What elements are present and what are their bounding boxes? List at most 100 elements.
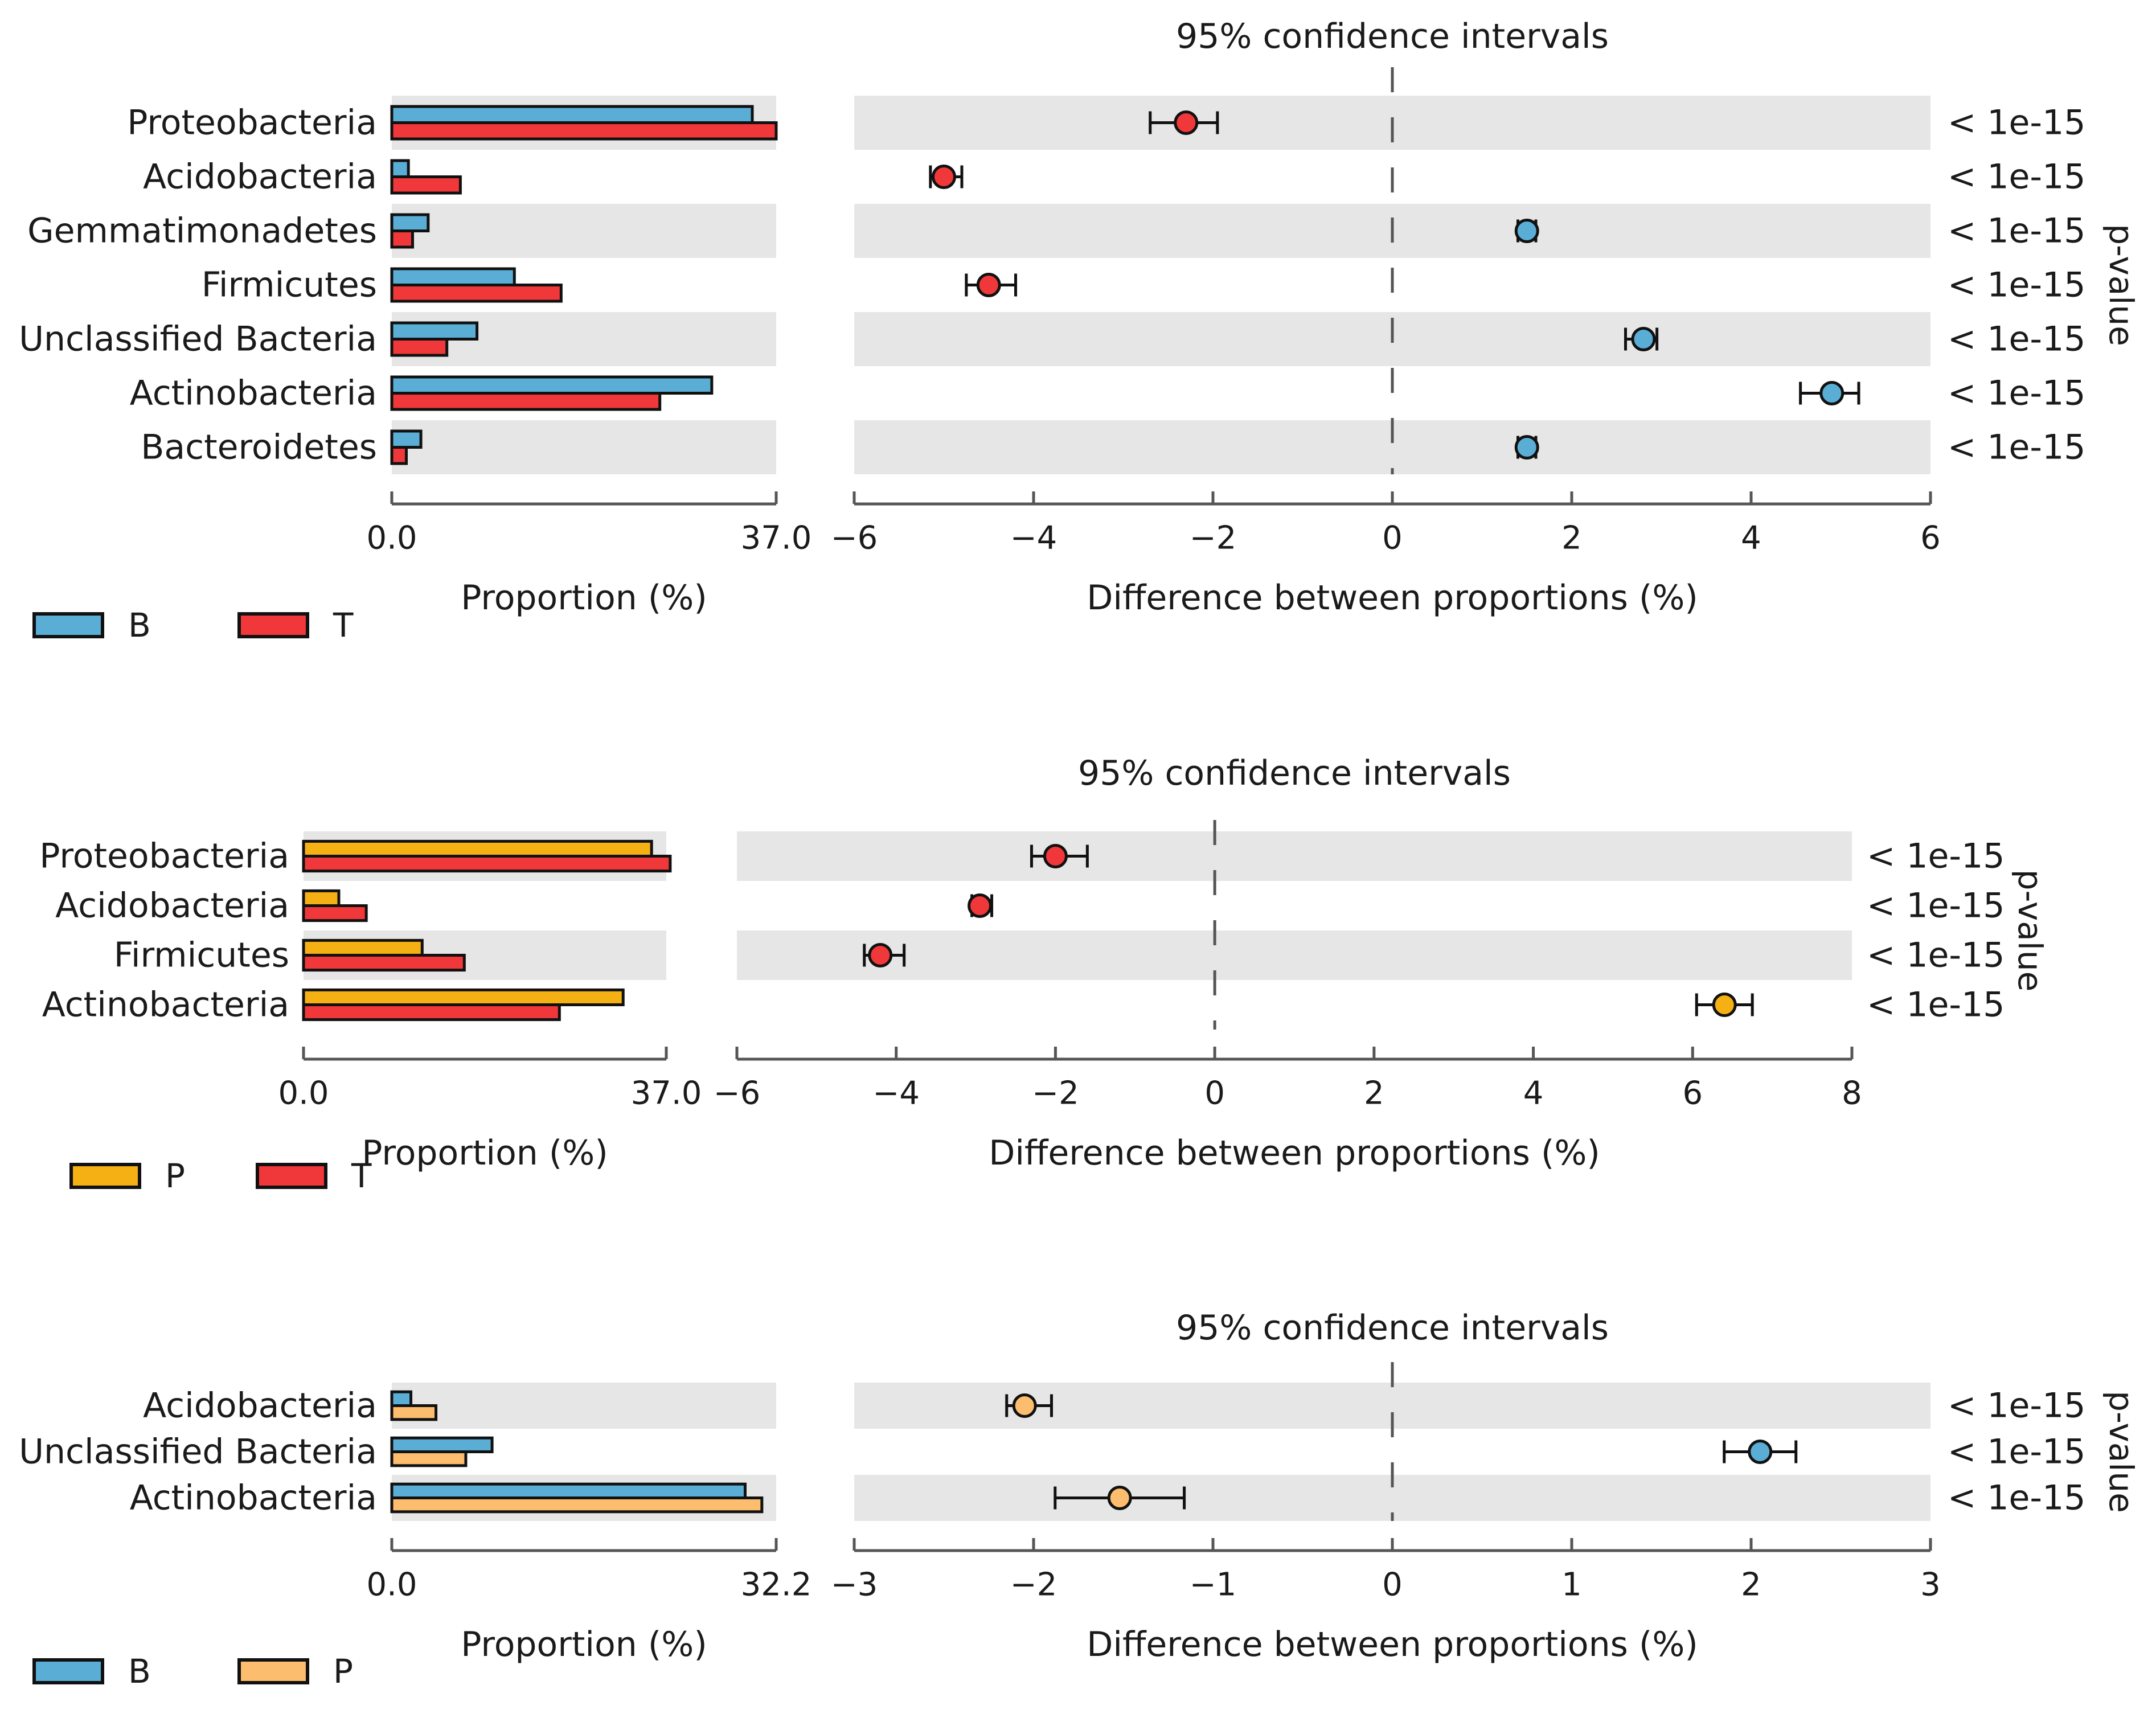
tick-label: −2: [1010, 1567, 1057, 1604]
legend-swatch: [237, 1658, 309, 1684]
category-label: Unclassified Bacteria: [19, 1432, 377, 1472]
difference-point: [1631, 327, 1656, 351]
tick-label: −4: [1010, 520, 1057, 557]
bar: [390, 392, 662, 411]
tick-label: 2: [1561, 520, 1582, 557]
legend-swatch: [256, 1163, 327, 1189]
tick-label: 3: [1920, 1567, 1941, 1604]
category-label: Actinobacteria: [130, 1478, 377, 1518]
legend-label: B: [128, 606, 151, 645]
tick-label: −6: [714, 1075, 761, 1112]
difference-point: [1712, 993, 1737, 1017]
difference-point: [932, 165, 956, 189]
legend-label: P: [333, 1652, 353, 1691]
bar: [302, 938, 424, 957]
difference-point: [1107, 1486, 1132, 1510]
p-value-axis-label: p-value: [2011, 870, 2050, 992]
bar: [390, 1482, 747, 1499]
tick-label: −4: [872, 1075, 920, 1112]
category-label: Actinobacteria: [42, 985, 289, 1025]
difference-point: [1043, 844, 1068, 868]
difference-point: [1174, 110, 1199, 135]
tick-label: 37.0: [631, 1075, 702, 1112]
legend-swatch: [32, 612, 104, 638]
tick-label: 2: [1364, 1075, 1384, 1112]
bar: [390, 159, 410, 178]
tick-label: −3: [831, 1567, 878, 1604]
category-label: Firmicutes: [114, 936, 289, 975]
legend-swatch: [69, 1163, 141, 1189]
chart-title: 95% confidence intervals: [1176, 1308, 1609, 1348]
p-value-text: < 1e-15: [1948, 1386, 2085, 1426]
bar: [390, 229, 414, 249]
difference-point: [868, 943, 893, 967]
difference-point: [1012, 1393, 1037, 1418]
category-label: Bacteroidetes: [141, 428, 377, 468]
bar: [390, 1436, 494, 1453]
tick-label: 0.0: [278, 1075, 329, 1112]
tick-label: 4: [1741, 520, 1761, 557]
bar: [302, 839, 653, 858]
bar: [390, 1404, 438, 1421]
axis-label: Difference between proportions (%): [989, 1133, 1600, 1173]
category-label: Proteobacteria: [39, 837, 289, 876]
tick-label: 6: [1920, 520, 1941, 557]
axis-label: Proportion (%): [461, 1625, 707, 1664]
tick-label: −2: [1032, 1075, 1079, 1112]
tick-label: −2: [1190, 520, 1237, 557]
row-band: [737, 831, 1852, 881]
bar: [390, 105, 754, 124]
difference-point: [1819, 381, 1845, 405]
legend-swatch: [32, 1658, 104, 1684]
legend-label: P: [165, 1157, 185, 1195]
bar: [390, 338, 449, 357]
bar: [302, 954, 466, 972]
p-value-text: < 1e-15: [1948, 103, 2085, 143]
axis-label: Difference between proportions (%): [1087, 1625, 1698, 1664]
p-value-axis-label: p-value: [2102, 224, 2141, 346]
bar: [390, 429, 423, 449]
category-label: Acidobacteria: [55, 886, 289, 926]
bar: [390, 175, 462, 195]
bar: [302, 855, 672, 873]
panel-3: 95% confidence intervals Acidobacteria Unc…: [19, 1308, 2141, 1691]
bar: [390, 121, 778, 141]
p-value-text: < 1e-15: [1948, 265, 2085, 305]
tick-label: 0: [1204, 1075, 1225, 1112]
axis-label: Difference between proportions (%): [1087, 578, 1698, 618]
tick-label: 32.2: [741, 1567, 812, 1604]
row-band: [392, 204, 776, 258]
bar: [302, 988, 625, 1007]
legend-label: B: [128, 1652, 151, 1691]
p-value-text: < 1e-15: [1867, 936, 2005, 975]
difference-point: [1514, 435, 1539, 460]
p-value-text: < 1e-15: [1948, 319, 2085, 359]
tick-label: 37.0: [741, 520, 812, 557]
p-value-text: < 1e-15: [1948, 157, 2085, 197]
category-label: Actinobacteria: [130, 374, 377, 413]
row-band: [737, 930, 1852, 980]
tick-label: 0.0: [366, 1567, 417, 1604]
p-value-text: < 1e-15: [1867, 886, 2005, 926]
row-band: [392, 1383, 776, 1429]
tick-label: 0.0: [366, 520, 417, 557]
bar: [390, 375, 714, 395]
tick-label: −6: [831, 520, 878, 557]
p-value-text: < 1e-15: [1867, 837, 2005, 876]
bar: [390, 321, 479, 341]
bar: [390, 213, 430, 232]
bar: [390, 284, 563, 303]
p-value-text: < 1e-15: [1867, 985, 2005, 1025]
tick-label: 0: [1382, 520, 1403, 557]
bar: [390, 267, 516, 286]
bar: [302, 1003, 561, 1022]
panel-2: 95% confidence intervals Proteobacteria Ac…: [39, 753, 2050, 1195]
chart-title: 95% confidence intervals: [1176, 17, 1609, 56]
p-value-text: < 1e-15: [1948, 1478, 2085, 1518]
category-label: Gemmatimonadetes: [27, 211, 377, 251]
chart-title: 95% confidence intervals: [1078, 753, 1511, 793]
category-label: Acidobacteria: [143, 157, 377, 197]
axis-label: Proportion (%): [362, 1133, 608, 1173]
category-label: Firmicutes: [202, 265, 377, 305]
